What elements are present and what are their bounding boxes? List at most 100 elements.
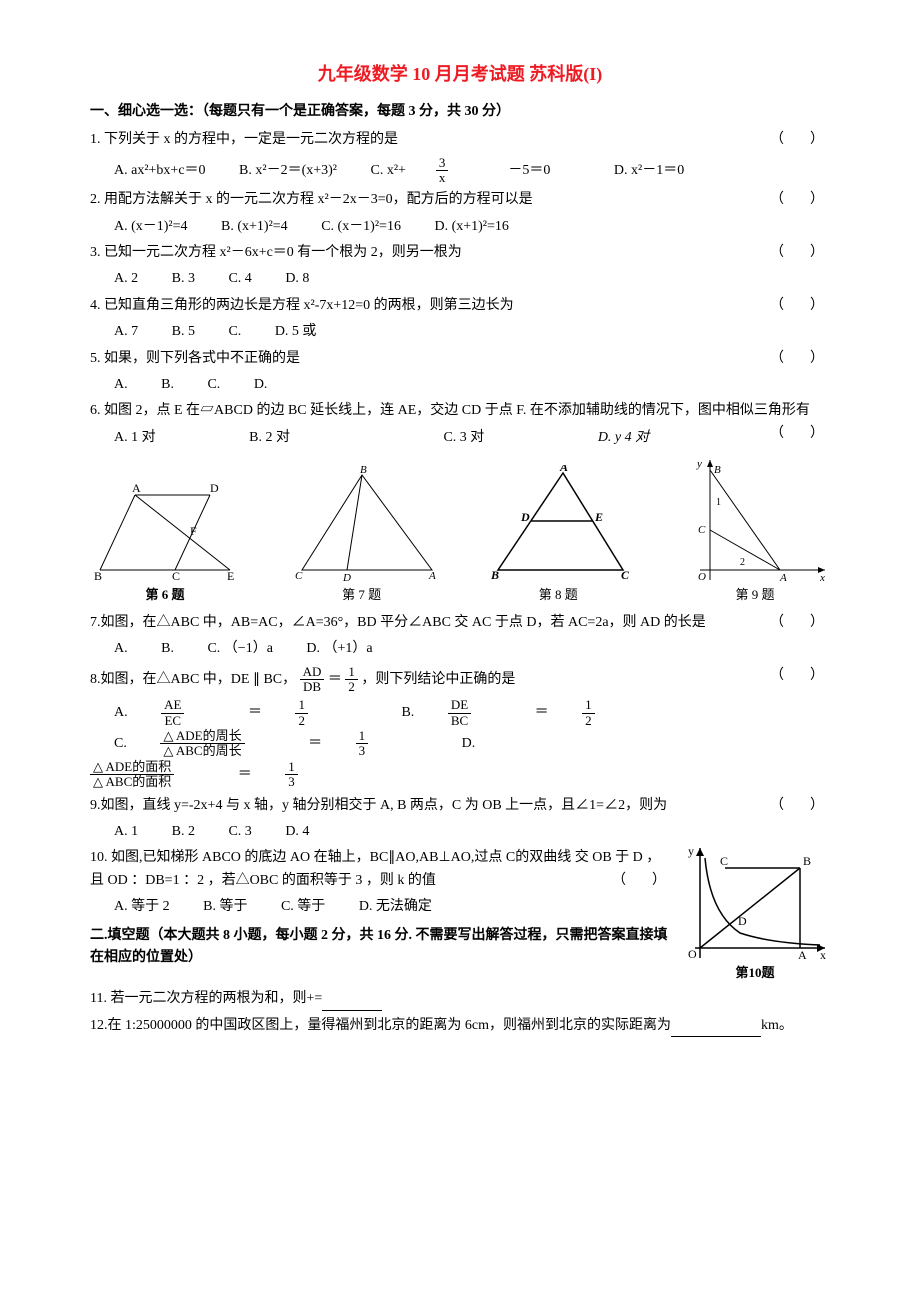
q8pb: △ ABC的周长 — [160, 744, 244, 758]
q1c-num: 3 — [436, 156, 449, 171]
q1-paren: （ ） — [770, 129, 830, 151]
q8c-f: △ ADE的周长△ ABC的周长 — [160, 729, 274, 759]
question-12: 12.在 1:25000000 的中国政区图上，量得福州到北京的距离为 6cm，… — [90, 1015, 830, 1037]
lbl-D8: D — [520, 510, 530, 524]
q10-paren: （ ） — [612, 870, 672, 892]
fig9-svg: B C O A x y 1 2 — [680, 455, 830, 585]
q8d-f2: 13 — [285, 760, 328, 790]
q2-opt-d: D. (x+1)²=16 — [434, 216, 508, 238]
q8-opt-c: C. △ ADE的周长△ ABC的周长 ＝ 13 — [114, 729, 428, 760]
section-1-header: 一、细心选一选：（每题只有一个是正确答案，每题 3 分，共 30 分） — [90, 101, 830, 123]
q8-opt-a: A. AEEC ＝ 12 — [114, 698, 368, 729]
q5-options: A. B. C. D. — [114, 374, 830, 396]
lbl-E8: E — [594, 510, 603, 524]
lbl-y9: y — [696, 458, 702, 470]
q8-pre: 8.如图，在△ABC 中，DE ∥ BC， — [90, 672, 296, 687]
q1c-den: x — [436, 171, 449, 185]
q7-opt-b: B. — [161, 638, 174, 660]
q8a-n: 1 — [295, 698, 308, 713]
q8c-eq: ＝ — [308, 729, 322, 760]
question-6: 6. 如图 2，点 E 在▱ABCD 的边 BC 延长线上，连 AE，交边 CD… — [90, 400, 830, 422]
lbl-x9: x — [819, 572, 825, 584]
q2-opt-b: B. (x+1)²=4 — [221, 216, 288, 238]
q8-hn: 1 — [345, 665, 358, 680]
lbl-C7: C — [295, 570, 303, 582]
q6-opt-c: C. 3 对 — [443, 427, 484, 449]
figure-7: B C A D 第 7 题 — [287, 465, 437, 606]
q9-text: 9.如图，直线 y=-2x+4 与 x 轴，y 轴分别相交于 A, B 两点，C… — [90, 798, 667, 813]
q8a-eq: ＝ — [248, 698, 262, 729]
q8b-f: DEBC — [448, 698, 501, 728]
q4-text: 4. 已知直角三角形的两边长是方程 x²-7x+12=0 的两根，则第三边长为 — [90, 298, 514, 313]
q8c-f2: 13 — [356, 729, 399, 759]
q4-options: A. 7 B. 5 C. D. 5 或 — [114, 321, 830, 343]
question-1: 1. 下列关于 x 的方程中，一定是一元二次方程的是 （ ） — [90, 129, 830, 151]
q7-paren: （ ） — [770, 612, 830, 634]
q8ae: AE — [161, 698, 184, 713]
lbl-C: C — [172, 569, 180, 583]
q8-opt-d2: △ ADE的面积△ ABC的面积 ＝ 13 — [90, 760, 358, 791]
lbl-B9: B — [714, 464, 721, 476]
question-7: 7.如图，在△ABC 中，AB=AC，∠A=36°，BD 平分∠ABC 交 AC… — [90, 612, 830, 634]
q9-opt-b: B. 2 — [172, 821, 195, 843]
q10-opt-d: D. 无法确定 — [359, 896, 432, 918]
lbl-D10: D — [738, 914, 747, 928]
q8a-d: 2 — [295, 714, 308, 728]
q5-opt-a: A. — [114, 374, 128, 396]
q2-opt-c: C. (x－1)²=16 — [321, 216, 401, 238]
q8b-n: 1 — [582, 698, 595, 713]
q8-options: A. AEEC ＝ 12 B. DEBC ＝ 12 C. △ ADE的周长△ A… — [114, 698, 830, 790]
question-11: 11. 若一元二次方程的两根为和，则+= — [90, 988, 830, 1010]
q8-frac2: 12 — [345, 665, 358, 695]
q1c-pre: C. x²+ — [370, 160, 405, 182]
q6-text: 6. 如图 2，点 E 在▱ABCD 的边 BC 延长线上，连 AE，交边 CD… — [90, 403, 810, 418]
q1-text: 1. 下列关于 x 的方程中，一定是一元二次方程的是 — [90, 132, 398, 147]
q10-text: 10. 如图,已知梯形 ABCO 的底边 AO 在轴上，BC∥AO,AB⊥AO,… — [90, 850, 660, 887]
fig7-caption: 第 7 题 — [287, 585, 437, 606]
lbl-F: F — [190, 524, 197, 538]
q3-paren: （ ） — [770, 242, 830, 264]
q3-text: 3. 已知一元二次方程 x²－6x+c＝0 有一个根为 2，则另一根为 — [90, 245, 462, 260]
lbl-O9: O — [698, 571, 706, 583]
fig9-caption: 第 9 题 — [680, 585, 830, 606]
lbl-A: A — [132, 481, 141, 495]
lbl-C8: C — [621, 568, 630, 582]
page-title: 九年级数学 10 月月考试题 苏科版(I) — [90, 60, 830, 89]
q1-opt-b: B. x²－2＝(x+3)² — [239, 160, 337, 182]
question-2: 2. 用配方法解关于 x 的一元二次方程 x²－2x－3=0，配方后的方程可以是… — [90, 189, 830, 211]
q12-unit: km。 — [761, 1018, 793, 1033]
lbl-B7: B — [360, 465, 367, 476]
q8pa: △ ADE的周长 — [160, 729, 244, 744]
q8ec: EC — [161, 714, 184, 728]
q8b-lbl: B. — [401, 698, 414, 729]
q10-opt-a: A. 等于 2 — [114, 896, 170, 918]
q11-text: 11. 若一元二次方程的两根为和，则+= — [90, 991, 322, 1006]
q8c-d: 3 — [356, 744, 369, 758]
q9-options: A. 1 B. 2 C. 3 D. 4 — [114, 821, 830, 843]
q7-opt-d: D. （+1）a — [306, 638, 372, 660]
q8b-f2: 12 — [582, 698, 625, 728]
q8de: DE — [448, 698, 471, 713]
q5-paren: （ ） — [770, 348, 830, 370]
question-4: 4. 已知直角三角形的两边长是方程 x²-7x+12=0 的两根，则第三边长为 … — [90, 295, 830, 317]
fig8-svg: A B C D E — [483, 465, 633, 585]
question-5: 5. 如果，则下列各式中不正确的是 （ ） — [90, 348, 830, 370]
lbl-D: D — [210, 481, 219, 495]
question-10: 10. 如图,已知梯形 ABCO 的底边 AO 在轴上，BC∥AO,AB⊥AO,… — [90, 847, 830, 892]
lbl-A9: A — [779, 572, 787, 584]
q1c-frac: 3x — [436, 156, 479, 186]
lbl-A10: A — [798, 948, 807, 962]
q9-opt-a: A. 1 — [114, 821, 138, 843]
lbl-A7: A — [428, 570, 436, 582]
figure-9: B C O A x y 1 2 第 9 题 — [680, 455, 830, 606]
q4-paren: （ ） — [770, 295, 830, 317]
q8-post: ，则下列结论中正确的是 — [361, 672, 515, 687]
question-3: 3. 已知一元二次方程 x²－6x+c＝0 有一个根为 2，则另一根为 （ ） — [90, 242, 830, 264]
q8aa: △ ADE的面积 — [90, 760, 174, 775]
q6-opt-d: D. y 4 对 — [598, 427, 649, 449]
q8-opt-d: D. — [462, 729, 476, 760]
figure-8: A B C D E 第 8 题 — [483, 465, 633, 606]
q2-opt-a: A. (x－1)²=4 — [114, 216, 188, 238]
q1c-post: －5＝0 — [508, 160, 550, 182]
q8c-lbl: C. — [114, 729, 127, 760]
